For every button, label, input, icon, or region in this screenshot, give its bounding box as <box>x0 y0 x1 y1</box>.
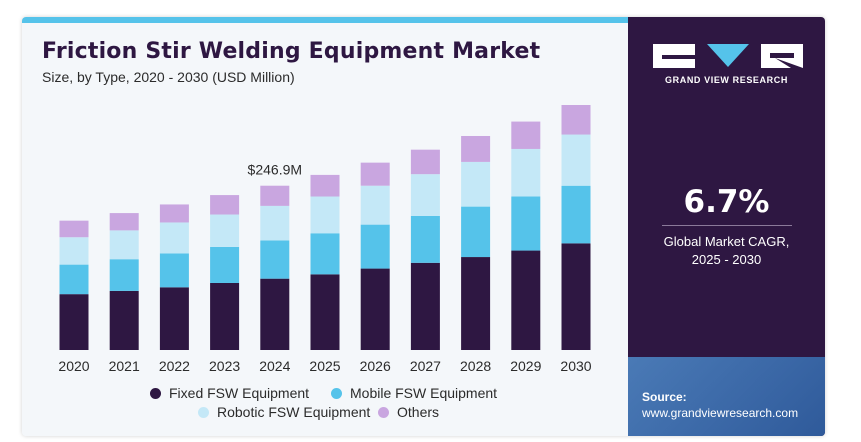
legend-item-fixed: Fixed FSW Equipment <box>150 385 309 401</box>
bar-segment-2022-2 <box>159 222 189 254</box>
legend-label-fixed: Fixed FSW Equipment <box>169 385 310 401</box>
x-tick-label: 2030 <box>560 358 591 374</box>
bar-segment-2030-3 <box>561 105 591 135</box>
bar-segment-2023-0 <box>210 282 240 350</box>
x-tick-label: 2022 <box>159 358 190 374</box>
bar-annotation: $246.9M <box>248 162 302 178</box>
bar-segment-2022-0 <box>159 287 189 350</box>
x-tick-label: 2024 <box>259 358 290 374</box>
bar-segment-2025-0 <box>310 274 340 350</box>
source-url: www.grandviewresearch.com <box>642 406 799 420</box>
x-tick-label: 2025 <box>309 358 340 374</box>
bar-segment-2022-1 <box>159 253 189 288</box>
bar-segment-2026-3 <box>360 162 390 186</box>
bar-segment-2027-1 <box>410 215 440 263</box>
legend-item-others: Others <box>378 404 439 420</box>
cagr-value: 6.7% <box>683 184 770 220</box>
legend-item-robotic: Robotic FSW Equipment <box>198 404 370 420</box>
bar-segment-2028-1 <box>461 206 491 258</box>
bar-segment-2030-2 <box>561 134 591 186</box>
bar-segment-2029-0 <box>511 250 541 350</box>
bar-segment-2029-1 <box>511 196 541 251</box>
bar-segment-2026-0 <box>360 268 390 350</box>
cagr-label: Global Market CAGR, 2025 - 2030 <box>628 233 825 269</box>
bar-segment-2026-2 <box>360 185 390 225</box>
x-tick-label: 2027 <box>410 358 441 374</box>
bar-segment-2028-3 <box>461 135 491 162</box>
bar-segment-2027-0 <box>410 262 440 350</box>
legend-label-mobile: Mobile FSW Equipment <box>350 385 498 401</box>
cagr-label-line1: Global Market CAGR, <box>663 234 790 249</box>
bar-segment-2028-0 <box>461 257 491 350</box>
legend-swatch-robotic <box>198 406 209 418</box>
bar-segment-2029-2 <box>511 148 541 197</box>
chart-title: Friction Stir Welding Equipment Market <box>42 39 541 64</box>
bar-segment-2021-1 <box>109 259 139 291</box>
stacked-bar-chart: 2020 2021 2022 2023 2024 $246.9M 2025 2026 2027 2… <box>58 105 592 374</box>
bar-segment-2024-2 <box>260 205 290 241</box>
bar-segment-2030-1 <box>561 185 591 244</box>
source-label: Source: <box>642 390 687 404</box>
bar-segment-2027-3 <box>410 149 440 175</box>
bar-segment-2023-1 <box>210 246 240 283</box>
accent-bar <box>22 17 628 23</box>
legend-item-mobile: Mobile FSW Equipment <box>331 385 497 401</box>
bar-segment-2021-3 <box>109 213 139 231</box>
bar-segment-2021-0 <box>109 290 139 350</box>
bar-segment-2029-3 <box>511 121 541 149</box>
legend-swatch-others <box>378 406 389 418</box>
bar-segment-2026-1 <box>360 224 390 269</box>
x-tick-label: 2029 <box>510 358 541 374</box>
legend-label-robotic: Robotic FSW Equipment <box>217 404 371 420</box>
bar-segment-2020-3 <box>59 220 89 238</box>
bar-segment-2024-3 <box>260 185 290 206</box>
bar-segment-2020-0 <box>59 294 89 350</box>
summary-panel: GRAND VIEW RESEARCH 6.7% Global Market C… <box>628 17 825 436</box>
brand-name: GRAND VIEW RESEARCH <box>665 75 788 85</box>
chart-subtitle: Size, by Type, 2020 - 2030 (USD Million) <box>42 69 295 85</box>
x-tick-label: 2026 <box>360 358 391 374</box>
bar-segment-2027-2 <box>410 174 440 216</box>
bar-segment-2023-3 <box>210 195 240 215</box>
source-box <box>628 357 825 436</box>
bar-segment-2024-0 <box>260 278 290 350</box>
bar-segment-2023-2 <box>210 214 240 247</box>
bar-segment-2025-1 <box>310 233 340 275</box>
x-tick-label: 2020 <box>58 358 89 374</box>
x-tick-label: 2023 <box>209 358 240 374</box>
x-tick-label: 2028 <box>460 358 491 374</box>
bar-segment-2025-3 <box>310 174 340 197</box>
bar-segment-2024-1 <box>260 240 290 279</box>
infographic-card: Friction Stir Welding Equipment Market S… <box>22 17 825 436</box>
bar-segment-2020-2 <box>59 237 89 265</box>
x-tick-label: 2021 <box>109 358 140 374</box>
bar-segment-2020-1 <box>59 264 89 295</box>
bar-segment-2021-2 <box>109 230 139 260</box>
bar-segment-2028-2 <box>461 161 491 207</box>
legend-swatch-fixed <box>150 387 161 399</box>
legend-swatch-mobile <box>331 387 342 399</box>
legend-label-others: Others <box>397 404 440 420</box>
cagr-label-line2: 2025 - 2030 <box>691 252 762 267</box>
bar-segment-2030-0 <box>561 243 591 350</box>
bar-segment-2022-3 <box>159 204 189 223</box>
bar-segment-2025-2 <box>310 196 340 234</box>
grand-view-research-logo <box>653 44 803 68</box>
cagr-divider <box>662 225 792 226</box>
